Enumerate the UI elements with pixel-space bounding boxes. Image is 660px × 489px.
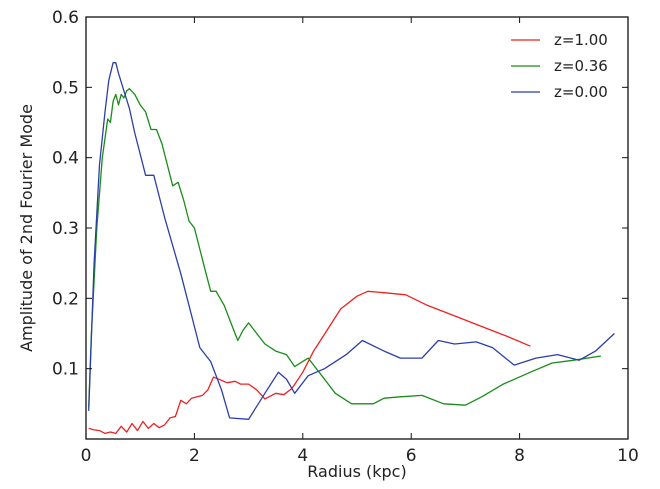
x-tick-label: 0 bbox=[81, 446, 92, 466]
x-axis-label: Radius (kpc) bbox=[307, 462, 406, 481]
legend-label-1: z=1.00 bbox=[554, 31, 608, 49]
series-line-1 bbox=[88, 290, 531, 435]
plot-lines bbox=[88, 62, 615, 435]
x-tick-label: 8 bbox=[514, 446, 525, 466]
series-line-2 bbox=[88, 88, 601, 408]
legend-label-3: z=0.00 bbox=[554, 83, 608, 101]
y-tick-label: 0.4 bbox=[52, 149, 79, 169]
y-tick-label: 0.1 bbox=[52, 360, 79, 380]
y-tick-label: 0.3 bbox=[52, 219, 79, 239]
x-tick-label: 2 bbox=[189, 446, 200, 466]
y-axis-label: Amplitude of 2nd Fourier Mode bbox=[17, 104, 36, 352]
ticks: 0 2 4 6 8 10 0.1 0.2 0.3 0.4 0.5 0.6 bbox=[52, 8, 639, 466]
x-tick-label: 6 bbox=[406, 446, 417, 466]
y-tick-label: 0.5 bbox=[52, 78, 79, 98]
x-tick-label: 10 bbox=[617, 446, 639, 466]
series-line-3 bbox=[88, 62, 615, 420]
y-tick-label: 0.2 bbox=[52, 289, 79, 309]
y-tick-label: 0.6 bbox=[52, 8, 79, 28]
x-tick-label: 4 bbox=[297, 446, 308, 466]
legend: z=1.00 z=0.36 z=0.00 bbox=[511, 31, 608, 101]
legend-label-2: z=0.36 bbox=[554, 57, 608, 75]
